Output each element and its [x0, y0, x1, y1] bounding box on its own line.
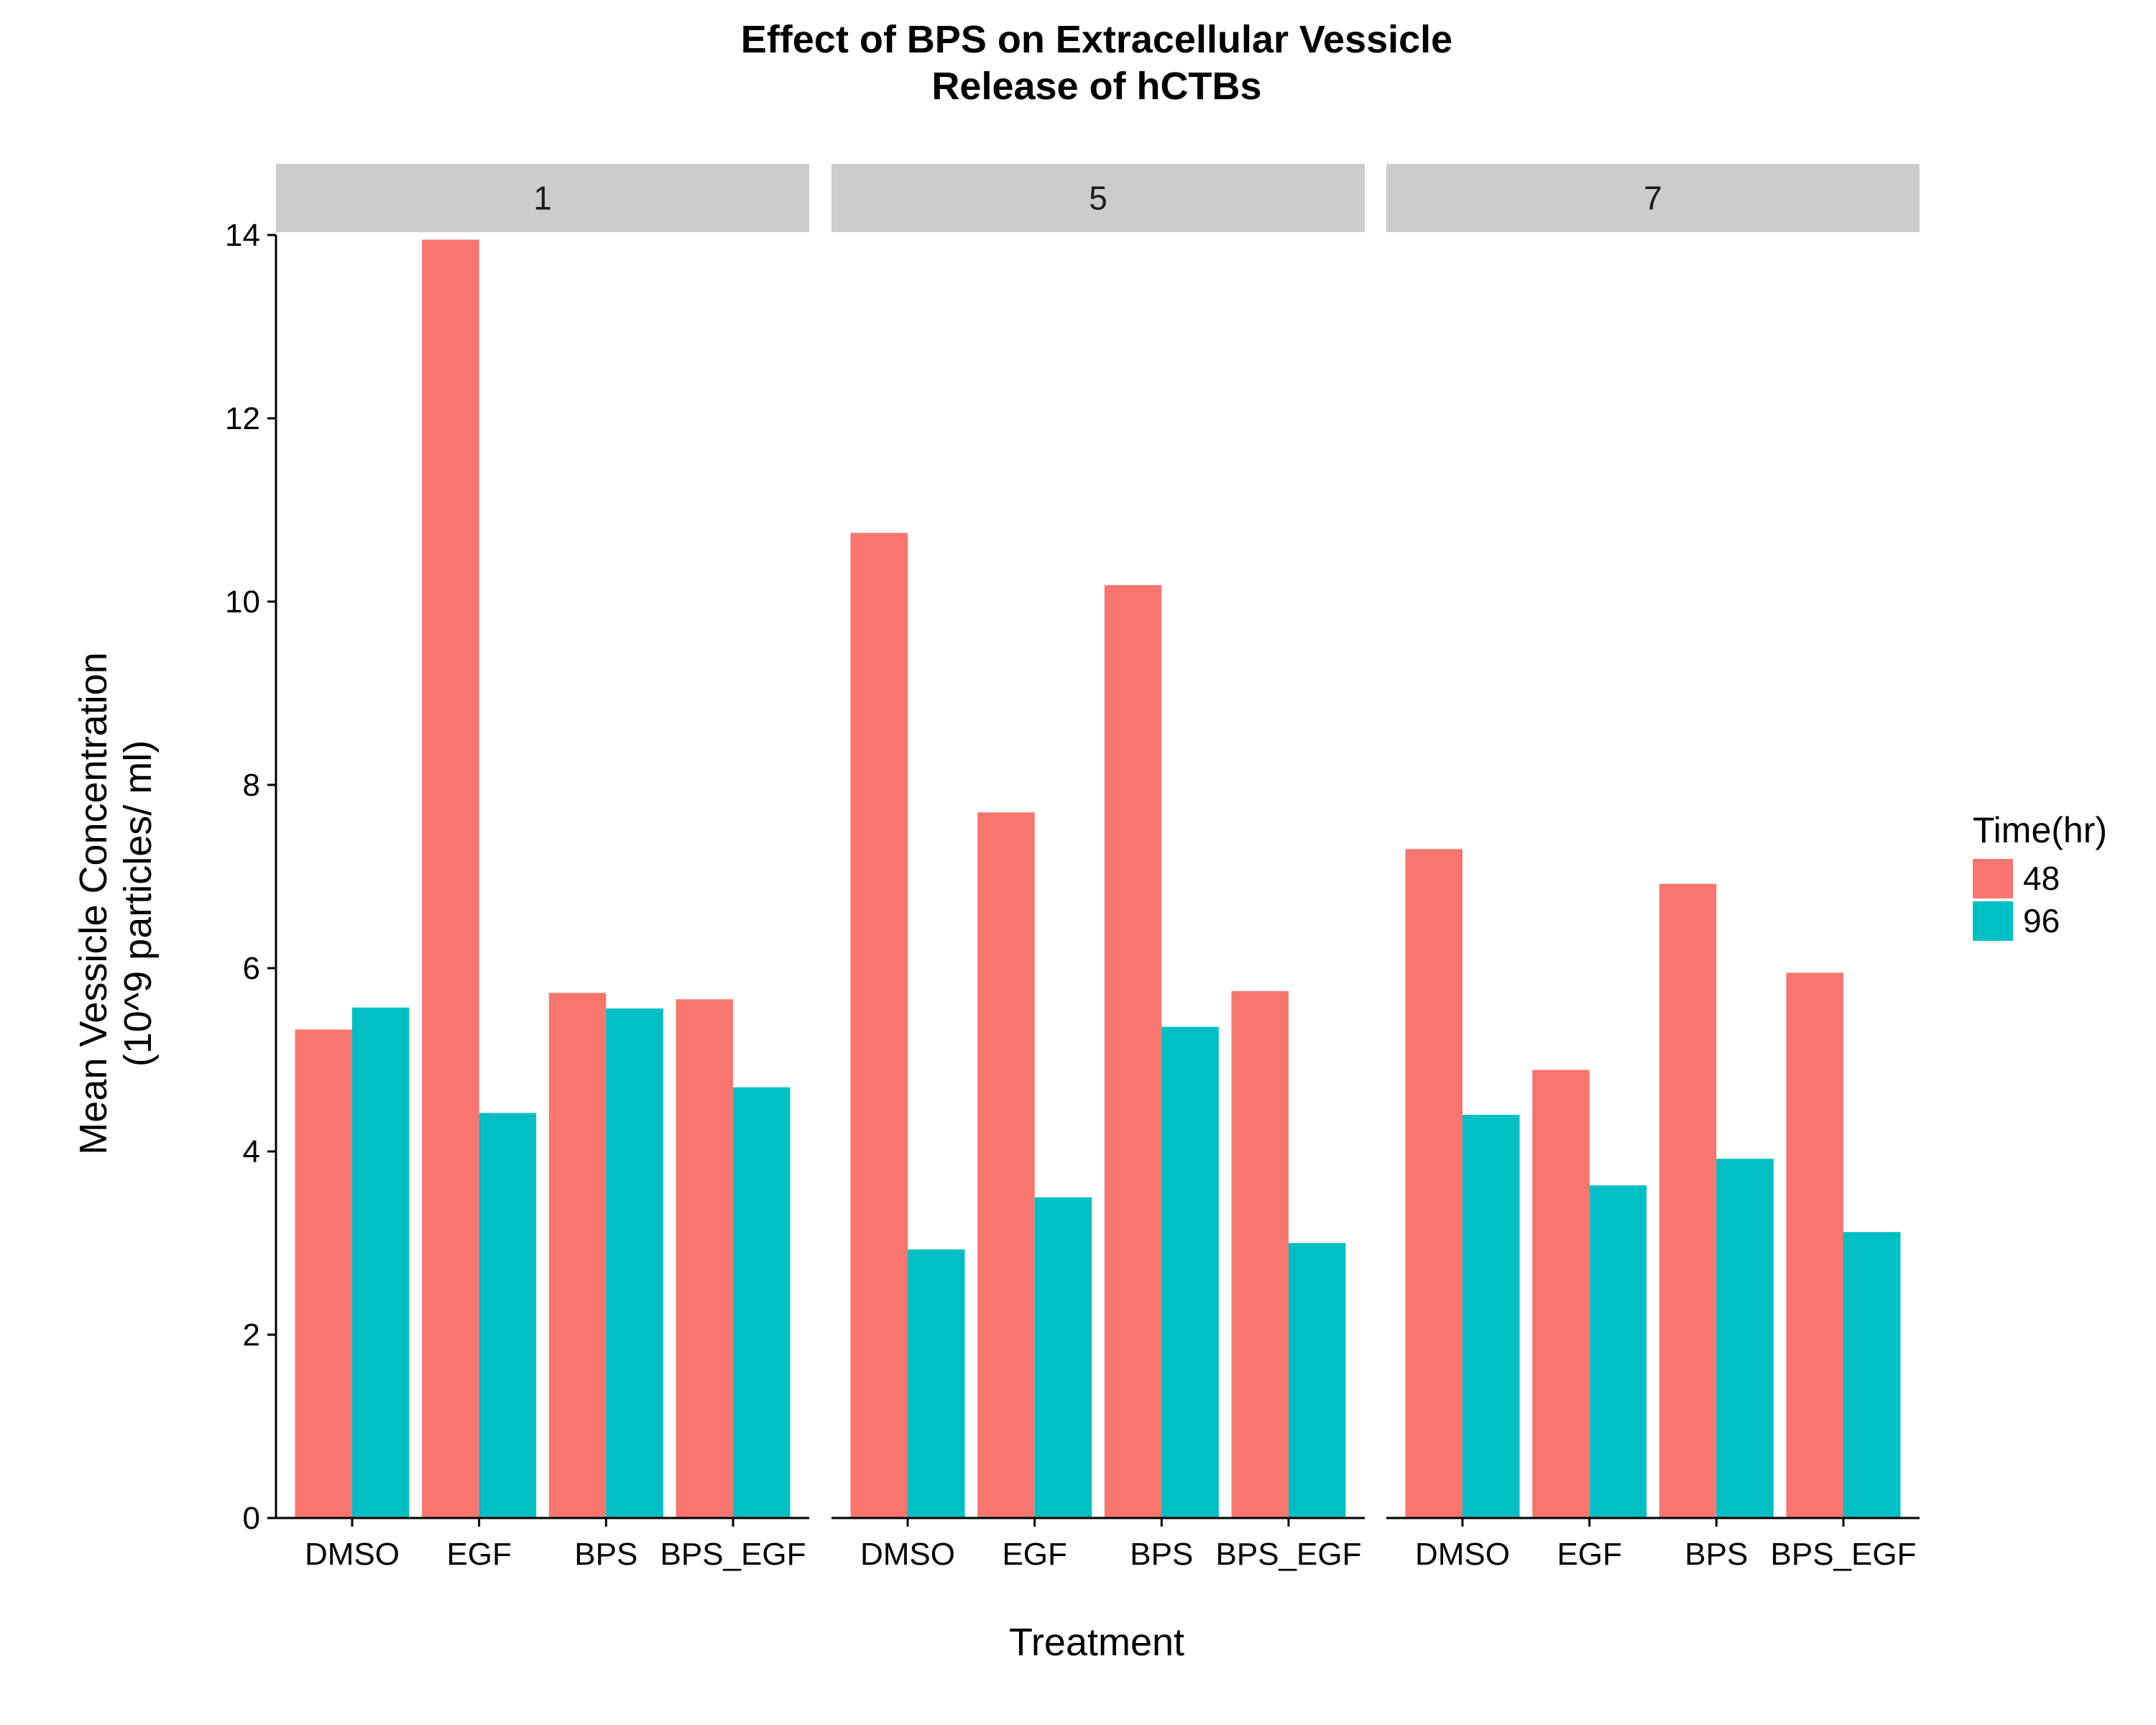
facet-panel-7: 7 DMSO EGF BPS BPS_EGF [1386, 164, 1920, 1572]
x-tick-label: BPS_EGF [1771, 1537, 1917, 1572]
y-axis-title-line-1: Mean Vessicle Concentration [72, 652, 115, 1154]
legend-key-48 [1973, 859, 2013, 898]
bar-bps-96hr [606, 1008, 663, 1518]
bar-dmso-48hr [295, 1029, 352, 1518]
facet-strip [276, 164, 809, 232]
legend-label-48: 48 [2023, 860, 2060, 897]
y-axis-title-line-2: (10^9 particles/ ml) [116, 740, 160, 1067]
bar-bps_egf-48hr [676, 999, 733, 1518]
facet-panel-1: 1 DMSO EGF BPS BPS_EGF [276, 164, 809, 1572]
bar-bps-96hr [1161, 1026, 1219, 1518]
y-tick-label: 6 [243, 951, 260, 986]
bar-bps_egf-96hr [1289, 1243, 1346, 1518]
bar-bps_egf-96hr [733, 1087, 791, 1519]
bar-egf-96hr [479, 1113, 537, 1518]
x-tick-label: BPS_EGF [660, 1537, 806, 1572]
facet-strip [1386, 164, 1920, 232]
legend-title: Time(hr) [1973, 810, 2107, 850]
y-tick-label: 4 [243, 1134, 260, 1169]
bar-egf-48hr [422, 239, 479, 1518]
bar-egf-48hr [1532, 1070, 1590, 1518]
x-axis-title: Treatment [1009, 1621, 1184, 1664]
bar-dmso-96hr [352, 1007, 410, 1518]
facet-panel-5: 5 DMSO EGF BPS BPS_EGF [831, 164, 1365, 1572]
facet-strip-label: 7 [1644, 180, 1662, 217]
chart-title-line-1: Effect of BPS on Extracellular Vessicle [741, 18, 1452, 61]
facet-panels: 1 DMSO EGF BPS BPS_EGF 5 DMSO EGF BPS BPS_EGF 7 DMS… [276, 164, 1920, 1572]
legend-key-96 [1973, 901, 2013, 941]
x-tick-label: EGF [1557, 1537, 1621, 1572]
bar-bps-48hr [548, 993, 607, 1518]
bar-egf-96hr [1589, 1185, 1647, 1518]
bar-bps-48hr [1104, 585, 1162, 1518]
bar-bps_egf-48hr [1786, 972, 1843, 1518]
bar-egf-96hr [1034, 1197, 1092, 1519]
x-tick-label: EGF [446, 1537, 511, 1572]
facet-strip [831, 164, 1365, 232]
y-tick-label: 2 [243, 1317, 260, 1353]
y-axis: 0 2 4 6 8 10 12 14 [225, 218, 277, 1536]
facet-strip-label: 5 [1089, 180, 1107, 217]
facet-strip-label: 1 [533, 180, 552, 217]
bar-bps-96hr [1716, 1159, 1774, 1518]
chart-title-line-2: Release of hCTBs [931, 65, 1261, 108]
x-tick-label: BPS [1685, 1537, 1748, 1572]
x-tick-label: BPS [1130, 1537, 1193, 1572]
legend: Time(hr) 48 96 [1973, 810, 2107, 941]
legend-label-96: 96 [2023, 902, 2060, 939]
x-tick-label: BPS [574, 1537, 637, 1572]
bar-dmso-48hr [1405, 849, 1462, 1519]
bar-bps_egf-96hr [1843, 1232, 1901, 1518]
bar-egf-48hr [977, 812, 1035, 1519]
bar-dmso-96hr [1462, 1115, 1520, 1518]
x-tick-label: DMSO [860, 1537, 955, 1572]
x-tick-label: BPS_EGF [1216, 1537, 1362, 1572]
x-tick-label: EGF [1002, 1537, 1067, 1572]
x-tick-label: DMSO [1415, 1537, 1510, 1572]
x-tick-label: DMSO [305, 1537, 400, 1572]
y-tick-label: 0 [243, 1501, 260, 1536]
y-tick-label: 12 [225, 401, 260, 436]
y-tick-label: 10 [225, 584, 260, 620]
y-tick-label: 8 [243, 768, 260, 803]
bar-bps-48hr [1659, 883, 1717, 1518]
bar-bps_egf-48hr [1231, 990, 1289, 1518]
bar-dmso-48hr [850, 533, 908, 1518]
bar-dmso-96hr [908, 1249, 965, 1518]
y-tick-label: 14 [225, 218, 260, 253]
